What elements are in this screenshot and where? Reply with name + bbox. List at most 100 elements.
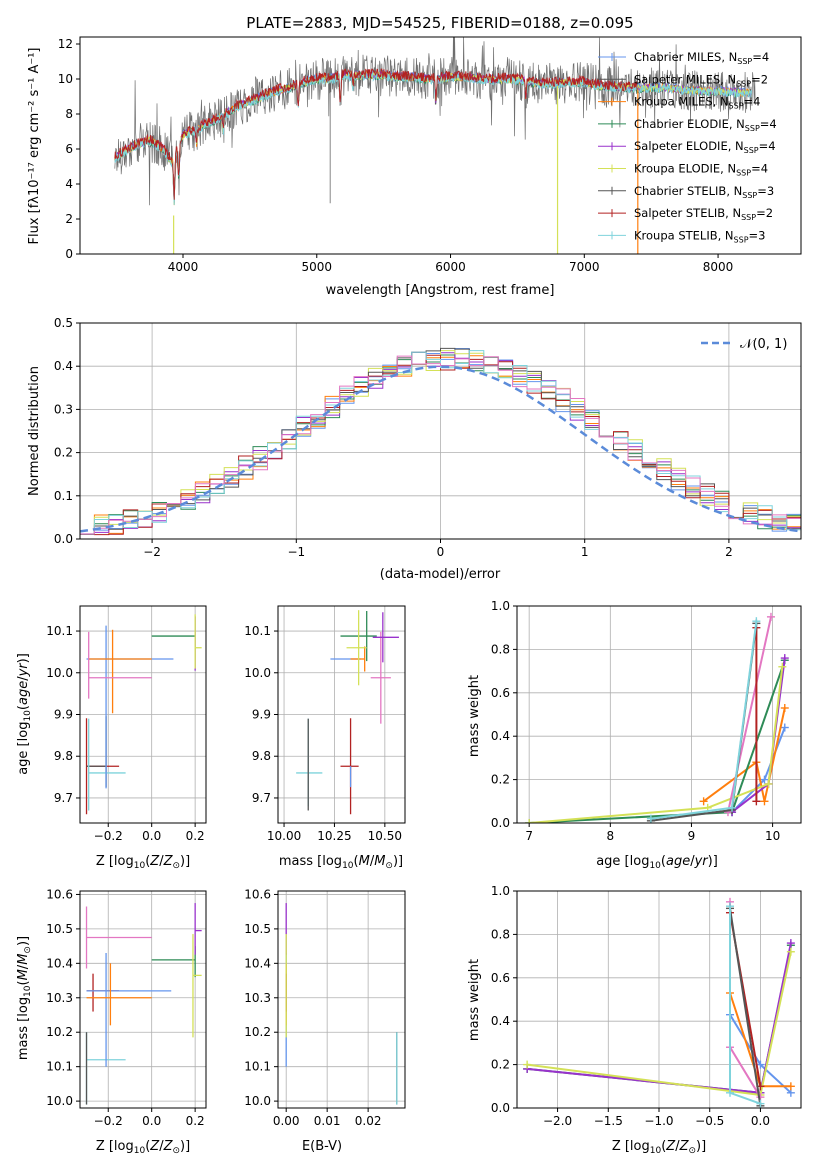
y-tick-label: 0.8	[491, 642, 510, 656]
residual-xlabel: (data-model)/error	[380, 567, 501, 582]
y-tick-label: 10.3	[46, 991, 73, 1005]
age-vs-z-ylabel: age [log10(age/yr)]	[16, 653, 33, 775]
x-tick-label: 5000	[301, 260, 332, 274]
y-tick-label: 12	[58, 37, 73, 51]
axes-frame	[79, 36, 802, 255]
y-tick-label: 0.6	[491, 971, 510, 985]
y-tick-label: 6	[65, 142, 73, 156]
residual-histogram	[80, 347, 801, 535]
plot-content	[85, 903, 202, 1105]
residual-plot-area: −2 −1 0 1 2 0.0 0.1 0.2 0.3 0.4 0.5	[54, 316, 802, 559]
y-tick-label: 0.2	[491, 1058, 510, 1072]
x-tick-label: 0.2	[186, 1114, 205, 1128]
y-tick-label: 10.6	[244, 887, 271, 901]
y-tick-label: 10.2	[46, 1025, 73, 1039]
x-tick-label: −0.2	[94, 829, 123, 843]
spectrum-series-line	[114, 71, 752, 206]
y-tick-label: 10.1	[244, 624, 271, 638]
y-tick-label: 0.1	[54, 489, 73, 503]
spectrum-panel: PLATE=2883, MJD=54525, FIBERID=0188, z=0…	[27, 14, 802, 298]
mass-vs-ebv-panel: 0.00 0.01 0.02 10.0 10.1 10.2 10.3 10.4 10.5 10.6…	[244, 887, 406, 1154]
weight-vs-age-panel: 7 8 9 10 0.0 0.2 0.4 0.6 0.8 1.0 age [log10(age/y…	[467, 599, 802, 871]
weight-vs-z-xlabel: Z [log10(Z/Z⊙)]	[612, 1139, 706, 1156]
y-tick-label: 9.9	[252, 708, 271, 722]
spectrum-title: PLATE=2883, MJD=54525, FIBERID=0188, z=0…	[246, 14, 633, 32]
plot-content	[85, 614, 202, 815]
x-tick-label: 0.02	[355, 1114, 382, 1128]
y-tick-label: 10.3	[244, 991, 271, 1005]
x-tick-label: 1	[581, 545, 589, 559]
y-tick-label: 10.5	[46, 922, 73, 936]
spectrum-xlabel: wavelength [Angstrom, rest frame]	[326, 283, 555, 298]
y-tick-label: 9.8	[252, 749, 271, 763]
mass-vs-z-ylabel: mass [log10(M/M⊙)]	[16, 936, 33, 1060]
spectrum-series-line	[114, 68, 638, 200]
x-tick-label: 10.00	[267, 829, 301, 843]
x-tick-label: 10.50	[368, 829, 402, 843]
mass-vs-ebv-plot-area: 0.00 0.01 0.02 10.0 10.1 10.2 10.3 10.4 10.5 10.6	[244, 887, 406, 1128]
y-tick-label: 0.3	[54, 402, 73, 416]
y-tick-label: 10.5	[244, 922, 271, 936]
x-tick-label: −0.5	[695, 1114, 724, 1128]
axes-frame	[516, 605, 802, 824]
plot-content	[296, 610, 399, 815]
y-tick-label: 10.0	[46, 666, 73, 680]
x-tick-label: −1	[287, 545, 305, 559]
y-tick-label: 0.8	[491, 927, 510, 941]
mass-vs-z-xlabel: Z [log10(Z/Z⊙)]	[96, 1139, 190, 1156]
legend-label: Kroupa STELIB, NSSP=3	[634, 228, 765, 244]
weight-vs-z-ylabel: mass weight	[467, 959, 482, 1041]
legend-label: Salpeter STELIB, NSSP=2	[634, 206, 773, 222]
weight-vs-z-panel: −2.0 −1.5 −1.0 −0.5 0.0 0.0 0.2 0.4 0.6 0.8 1.0 Z …	[467, 884, 802, 1156]
axes-frame	[277, 890, 406, 1109]
x-tick-label: 2	[725, 545, 733, 559]
y-tick-label: 10.1	[46, 1060, 73, 1074]
y-tick-label: 0.2	[491, 773, 510, 787]
x-tick-label: 10	[765, 829, 780, 843]
mass-weight-line	[703, 707, 786, 803]
plot-content	[114, 37, 756, 254]
mass-weight-line	[650, 623, 758, 822]
y-tick-label: 0.0	[54, 532, 73, 546]
x-tick-label: 8	[606, 829, 614, 843]
x-tick-label: 0.0	[142, 1114, 161, 1128]
x-tick-label: 7000	[569, 260, 600, 274]
age-vs-mass-plot-area: 10.00 10.25 10.50 9.7 9.8 9.9 10.0 10.1	[244, 605, 406, 843]
x-tick-label: 8000	[703, 260, 734, 274]
y-tick-label: 10	[58, 72, 73, 86]
age-vs-mass-panel: 10.00 10.25 10.50 9.7 9.8 9.9 10.0 10.1 mass [l…	[244, 605, 406, 871]
y-tick-label: 8	[65, 107, 73, 121]
y-tick-label: 10.2	[244, 1025, 271, 1039]
x-tick-label: −2	[143, 545, 161, 559]
mass-vs-z-panel: −0.2 0.0 0.2 10.0 10.1 10.2 10.3 10.4 10.5 10.6 Z…	[16, 887, 207, 1156]
y-tick-label: 10.0	[46, 1094, 73, 1108]
weight-vs-age-xlabel: age [log10(age/yr)]	[596, 854, 718, 871]
y-tick-label: 0.4	[54, 359, 73, 373]
x-tick-label: 10.25	[317, 829, 351, 843]
y-tick-label: 9.7	[54, 791, 73, 805]
legend-label: Kroupa MILES, NSSP=4	[634, 95, 760, 111]
plot-content	[525, 612, 789, 823]
x-tick-label: 6000	[435, 260, 466, 274]
y-tick-label: 9.9	[54, 708, 73, 722]
y-tick-label: 10.4	[46, 956, 73, 970]
x-tick-label: −1.5	[594, 1114, 623, 1128]
weight-vs-z-plot-area: −2.0 −1.5 −1.0 −0.5 0.0 0.0 0.2 0.4 0.6 0.8 1.0	[491, 884, 802, 1128]
y-tick-label: 0.5	[54, 316, 73, 330]
axes-frame	[79, 890, 207, 1109]
x-tick-label: 7	[525, 829, 533, 843]
age-vs-z-xlabel: Z [log10(Z/Z⊙)]	[96, 854, 190, 871]
residual-histogram	[80, 350, 801, 535]
residual-ylabel: Normed distribution	[27, 366, 42, 496]
y-tick-label: 2	[65, 212, 73, 226]
y-tick-label: 10.1	[46, 624, 73, 638]
normal-reference-curve	[80, 365, 801, 533]
y-tick-label: 0	[65, 247, 73, 261]
plot-content	[285, 903, 398, 1105]
x-tick-label: 4000	[168, 260, 199, 274]
y-tick-label: 10.1	[244, 1060, 271, 1074]
y-tick-label: 0.4	[491, 729, 510, 743]
y-tick-label: 1.0	[491, 884, 510, 898]
legend-label: Chabrier MILES, NSSP=4	[634, 50, 769, 66]
